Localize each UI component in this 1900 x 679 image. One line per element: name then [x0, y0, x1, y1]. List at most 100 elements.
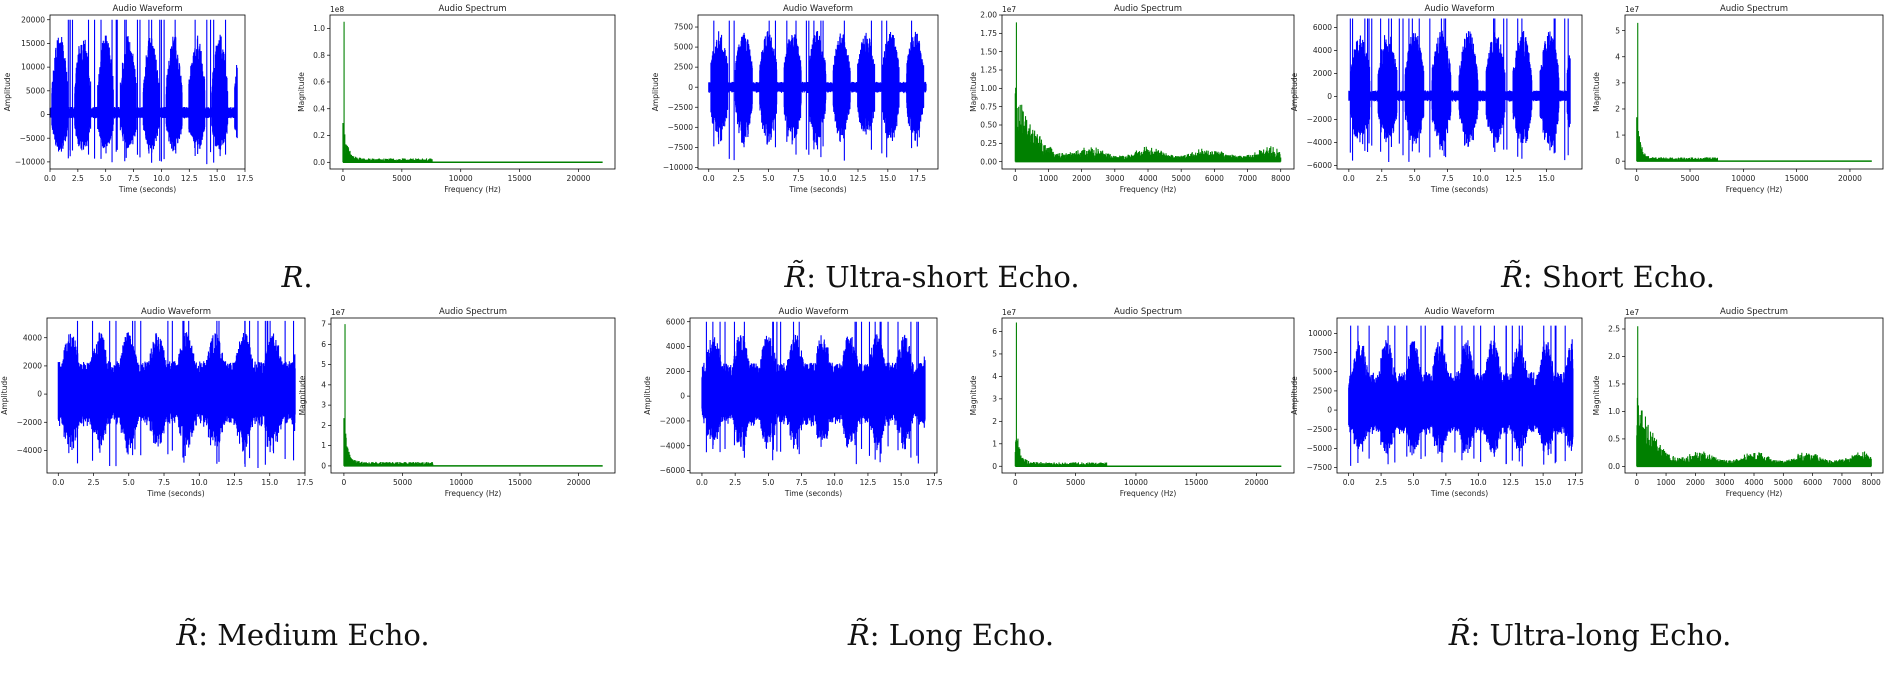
y-tick-label: 2	[1615, 105, 1620, 114]
caption-text: : Short Echo.	[1522, 260, 1715, 294]
waveform-trace	[49, 19, 238, 165]
x-tick-label: 5000	[1172, 174, 1191, 183]
waveform-plot-4: 0.0 2.5 5.0 7.5 10.0 12.5 15.0 −6000 −4000 −2000 0…	[1290, 4, 1583, 194]
axes-title: Audio Waveform	[112, 4, 182, 14]
x-tick-label: 0	[1634, 174, 1639, 183]
y-tick-label: 1.5	[1608, 380, 1620, 389]
y-tick-label: 2000	[666, 367, 685, 376]
x-tick-label: 2.5	[733, 174, 745, 183]
y-tick-label: 3	[1615, 78, 1620, 87]
spectrum-trace	[1636, 326, 1872, 467]
x-tick-label: 7.5	[1442, 174, 1454, 183]
x-tick-label: 8000	[1271, 174, 1290, 183]
x-tick-label: 17.5	[237, 174, 254, 183]
spectrum-trace	[343, 324, 434, 466]
x-tick-label: 0	[1634, 478, 1639, 487]
y-tick-label: 3	[321, 401, 326, 410]
axes-title: Audio Waveform	[783, 4, 853, 14]
y-tick-label: 1	[992, 439, 997, 448]
x-tick-label: 15.0	[879, 174, 896, 183]
y-tick-label: −2000	[1307, 115, 1333, 124]
y-offset-text: 1e7	[331, 308, 345, 317]
x-tick-label: 12.5	[181, 174, 198, 183]
x-tick-label: 7000	[1832, 478, 1851, 487]
y-axis-label: Magnitude	[969, 72, 978, 112]
x-tick-label: 7.5	[796, 478, 808, 487]
y-tick-label: 1.00	[980, 84, 997, 93]
x-tick-label: 15.0	[209, 174, 226, 183]
x-tick-label: 4000	[1744, 478, 1763, 487]
axes-title: Audio Spectrum	[1114, 4, 1182, 14]
y-tick-label: 6	[992, 327, 997, 336]
x-tick-label: 6000	[1205, 174, 1224, 183]
caption-symbol: R	[281, 260, 304, 294]
y-tick-label: 3	[992, 394, 997, 403]
axes-title: Audio Waveform	[778, 307, 848, 317]
axes-title: Audio Spectrum	[1720, 4, 1788, 14]
y-tick-label: 2.5	[1608, 325, 1620, 334]
x-tick-label: 10.0	[191, 478, 208, 487]
y-tick-label: −5000	[668, 123, 694, 132]
y-tick-label: 6000	[1313, 23, 1332, 32]
y-tick-label: 5	[1615, 26, 1620, 35]
y-tick-label: 4	[1615, 52, 1620, 61]
waveform-trace	[701, 321, 926, 465]
y-tick-label: −2000	[17, 418, 43, 427]
x-tick-label: 2000	[1686, 478, 1705, 487]
spectrum-plot-3: 0 1000 2000 3000 4000 5000 6000 7000 8000 0.00 0.2…	[969, 4, 1295, 194]
axes-title: Audio Spectrum	[1114, 307, 1182, 317]
y-axis-label: Magnitude	[298, 375, 307, 415]
x-tick-label: 15000	[1785, 174, 1809, 183]
waveform-plot-6: 0.0 2.5 5.0 7.5 10.0 12.5 15.0 17.5 −4000 −2000 0 2…	[0, 307, 314, 498]
y-tick-label: 0	[1327, 92, 1332, 101]
y-tick-label: −2000	[660, 417, 686, 426]
y-tick-label: 1	[1615, 131, 1620, 140]
x-axis-label: Time (seconds)	[1430, 489, 1488, 498]
x-tick-label: 5.0	[123, 478, 135, 487]
y-offset-text: 1e7	[1002, 5, 1016, 14]
axes-title: Audio Waveform	[1424, 307, 1494, 317]
x-tick-label: 0.0	[44, 174, 56, 183]
y-axis-label: Amplitude	[651, 72, 660, 111]
x-tick-label: 10.0	[826, 478, 843, 487]
y-tick-label: 4000	[666, 342, 685, 351]
waveform-plot-0: 0.0 2.5 5.0 7.5 10.0 12.5 15.0 17.5 −10000 −5000 0…	[3, 4, 254, 194]
y-tick-label: 0	[1327, 406, 1332, 415]
x-tick-label: 20000	[1838, 174, 1862, 183]
x-tick-label: 5000	[392, 174, 411, 183]
x-tick-label: 3000	[1105, 174, 1124, 183]
axes-frame	[689, 317, 938, 474]
y-tick-label: −10000	[15, 157, 45, 166]
y-axis-label: Amplitude	[1290, 376, 1299, 415]
y-tick-label: −7500	[1307, 463, 1333, 472]
y-tick-label: 2500	[1313, 386, 1332, 395]
x-tick-label: 12.5	[1502, 478, 1519, 487]
y-tick-label: 10000	[1308, 329, 1332, 338]
x-tick-label: 7000	[1238, 174, 1257, 183]
y-offset-text: 1e7	[1625, 308, 1639, 317]
y-tick-label: 0.2	[313, 131, 325, 140]
y-tick-label: −2500	[1307, 425, 1333, 434]
x-tick-label: 0	[341, 174, 346, 183]
waveform-plot-8: 0.0 2.5 5.0 7.5 10.0 12.5 15.0 17.5 −6000 −4000 −2…	[643, 307, 943, 498]
x-tick-label: 17.5	[1567, 478, 1584, 487]
y-tick-label: 0.00	[980, 157, 997, 166]
x-tick-label: 6000	[1803, 478, 1822, 487]
x-tick-label: 1000	[1039, 174, 1058, 183]
y-tick-label: 15000	[21, 39, 45, 48]
axes-title: Audio Spectrum	[438, 4, 506, 14]
x-axis-label: Frequency (Hz)	[1120, 185, 1177, 194]
x-tick-label: 17.5	[909, 174, 926, 183]
x-tick-label: 10000	[449, 478, 473, 487]
x-tick-label: 2.5	[72, 174, 84, 183]
caption-symbol: R̃	[784, 260, 807, 294]
y-tick-label: 0.50	[980, 121, 997, 130]
y-tick-label: 2	[992, 417, 997, 426]
y-tick-label: 5000	[26, 86, 45, 95]
y-tick-label: 1.0	[313, 24, 325, 33]
y-tick-label: 1.25	[980, 66, 997, 75]
y-tick-label: 2	[321, 421, 326, 430]
y-tick-label: 20000	[21, 15, 45, 24]
y-tick-label: 5	[992, 350, 997, 359]
x-tick-label: 20000	[567, 478, 591, 487]
